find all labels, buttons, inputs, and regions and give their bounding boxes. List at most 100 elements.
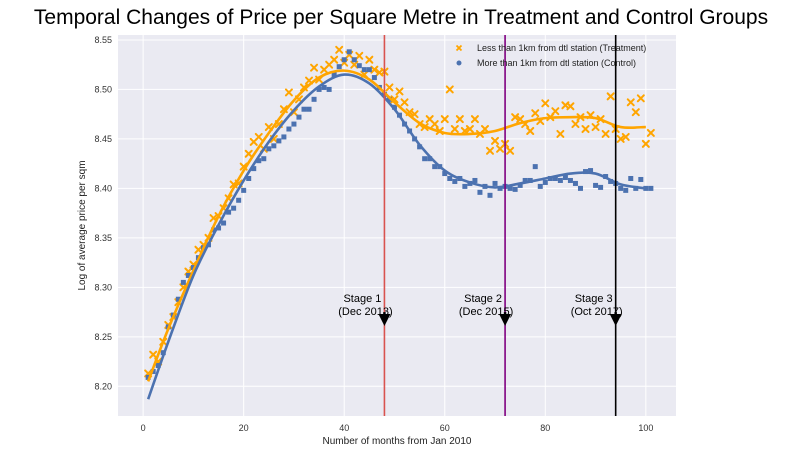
grid-lines [118,35,676,416]
control-point [236,197,242,203]
x-tick-label: 20 [239,423,249,433]
control-point [422,156,428,162]
treatment-point [646,128,655,137]
x-tick-label: 40 [339,423,349,433]
x-tick-label: 60 [440,423,450,433]
treatment-point [571,120,580,129]
y-tick-label: 8.50 [94,84,112,94]
control-point [623,187,629,193]
control-point [256,158,262,164]
control-point [452,178,458,184]
control-point [351,57,357,63]
control-point [306,106,312,112]
control-point [326,86,332,92]
treatment-point [450,125,459,134]
legend-marker-control [456,60,462,66]
treatment-point [410,110,419,119]
control-point [366,67,372,73]
y-tick-label: 8.40 [94,183,112,193]
y-tick-label: 8.20 [94,381,112,391]
treatment-point [480,125,489,134]
treatment-point [541,99,550,108]
treatment-point [440,115,449,124]
control-point [356,63,362,69]
plot-area [118,35,676,416]
control-point [341,57,347,63]
control-point [517,182,523,188]
control-point [331,72,337,78]
control-point [472,177,478,183]
control-point [371,75,377,81]
treatment-point [350,60,359,69]
control-point [638,176,644,182]
treatment-point [395,87,404,96]
control-point [427,156,433,162]
stage-label-line1: Stage 1 [343,293,381,305]
control-point [276,138,282,144]
treatment-point [621,132,630,141]
control-point [447,175,453,181]
control-point [266,146,272,152]
treatment-point [310,63,319,72]
control-point [487,192,493,198]
control-point [155,363,161,369]
treatment-point [370,65,379,74]
control-point [562,175,568,181]
trend-lines [146,69,647,400]
control-point [598,184,604,190]
control-point [301,106,307,112]
treatment-point [526,126,535,135]
stage-arrow-head [609,313,622,326]
control-point [145,374,151,380]
x-axis-ticks: 0 20 40 60 80 100 [141,423,654,433]
control-point [477,189,483,195]
control-point [175,296,181,302]
treatment-point [641,139,650,148]
control-point [537,183,543,189]
y-tick-label: 8.30 [94,282,112,292]
control-point [361,67,367,73]
treatment-point [556,129,565,138]
x-tick-label: 0 [141,423,146,433]
control-point [296,114,302,120]
legend: Less than 1km from dtl station (Treatmen… [455,43,646,68]
control-point [291,121,297,127]
treatment-point [591,123,600,132]
control-point [346,49,352,55]
x-tick-label: 100 [638,423,653,433]
y-axis-label: Log of average price per sqm [77,160,88,290]
control-point [271,143,277,149]
treatment-point [636,94,645,103]
stage-label-line2: (Oct 2017) [571,306,623,318]
control-point [628,175,634,181]
treatment-point [355,51,364,60]
treatment-point [465,125,474,134]
control-point [588,168,594,174]
control-point [618,185,624,191]
trend-line [146,69,646,382]
control-point [286,126,292,132]
y-tick-label: 8.45 [94,134,112,144]
treatment-point [149,350,158,359]
y-axis-ticks: 8.20 8.25 8.30 8.35 8.40 8.45 8.50 8.55 [94,35,112,391]
treatment-point [566,102,575,111]
treatment-point [365,55,374,64]
control-point [432,164,438,170]
treatment-point [486,146,494,155]
legend-label: More than 1km from dtl station (Control) [477,58,636,68]
treatment-point [531,109,540,118]
control-point [442,171,448,177]
control-point [316,86,322,92]
control-point [251,166,257,172]
y-tick-label: 8.25 [94,332,112,342]
treatment-point [400,98,409,107]
treatment-point [506,146,515,155]
stage-label-line2: (Dec 2013) [338,306,392,318]
treatment-point [385,83,394,92]
stage-label-line2: (Dec 2015) [459,306,513,318]
control-point [216,225,222,231]
treatment-point [626,98,635,107]
control-point [552,175,558,181]
y-tick-label: 8.35 [94,233,112,243]
control-point [507,185,513,191]
